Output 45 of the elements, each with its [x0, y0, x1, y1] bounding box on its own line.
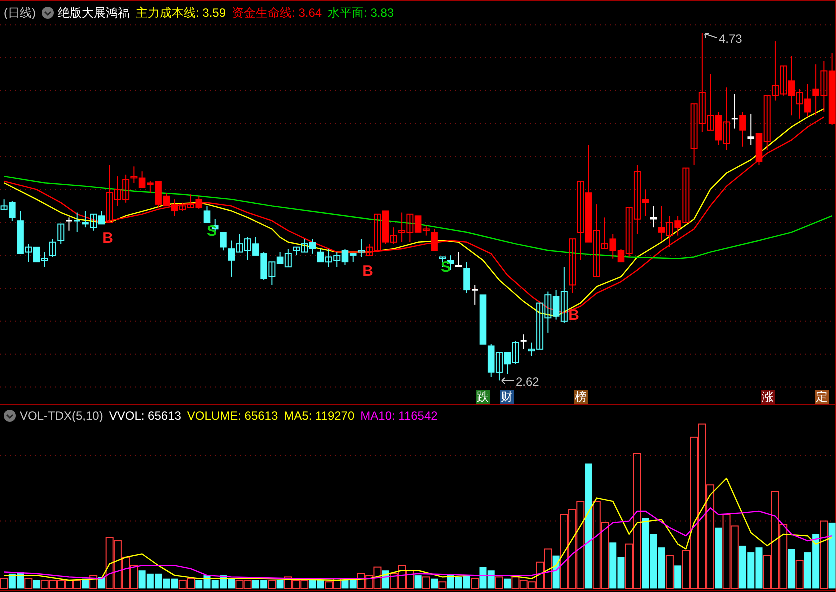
text: 跌 [477, 390, 489, 404]
annotation: 4.73 [719, 32, 743, 46]
bar [438, 582, 447, 590]
text: 财 [501, 390, 513, 404]
bar [90, 575, 98, 590]
bar [788, 549, 796, 589]
bar [495, 576, 504, 590]
bar [715, 528, 722, 589]
arrow-label: 2.62 [502, 375, 540, 389]
bar [33, 580, 40, 589]
text: 定 [816, 390, 828, 404]
text: 主力成本线: 3.59 [136, 6, 226, 20]
chart-title: VOL-TDX(5,10) [20, 409, 104, 423]
bar [828, 522, 836, 589]
bar [820, 520, 828, 590]
text: 涨 [762, 390, 774, 404]
annotation: B [102, 230, 114, 247]
bar [276, 580, 284, 589]
text: 榜 [575, 390, 587, 404]
arrow-label: 4.73 [704, 32, 742, 46]
bar [0, 578, 8, 590]
bar [504, 578, 512, 589]
annotation: S [206, 223, 218, 240]
bar [674, 566, 682, 589]
bar [796, 560, 804, 590]
bar [414, 576, 422, 589]
annotation: B [362, 263, 374, 280]
text: MA5: 119270 [284, 409, 355, 423]
bar [585, 464, 592, 589]
bar [268, 580, 276, 590]
text: VOLUME: 65613 [187, 409, 278, 423]
text: VVOL: 65613 [109, 409, 182, 423]
text: 水平面: 3.83 [328, 6, 394, 20]
bar [24, 578, 33, 590]
bar [422, 576, 430, 590]
annotation: 2.62 [516, 375, 540, 389]
chart-subtitle: (日线) [4, 6, 36, 20]
annotation: S [440, 259, 452, 276]
bar [431, 578, 438, 589]
text: 资金生命线: 3.64 [232, 6, 322, 20]
bar [666, 555, 674, 590]
bar [471, 578, 480, 590]
chart-title: 绝版大展鸿福 [58, 6, 130, 20]
text: MA10: 116542 [360, 409, 438, 423]
annotation: B [568, 307, 580, 324]
